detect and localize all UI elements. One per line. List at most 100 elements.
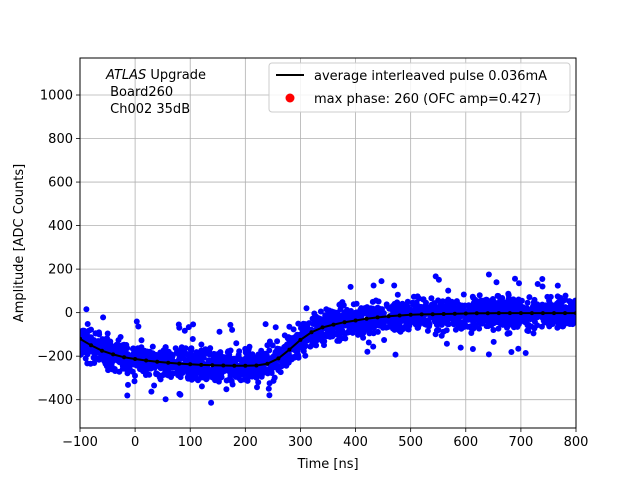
scatter-point <box>283 362 290 369</box>
annotation-block: ATLAS Upgrade Board260 Ch002 35dB <box>105 68 206 117</box>
scatter-point <box>163 366 169 373</box>
x-axis-label: Time [ns] <box>296 457 358 472</box>
average-pulse-point <box>419 312 424 317</box>
scatter-point <box>346 309 353 316</box>
average-pulse-point <box>298 337 303 342</box>
scatter-point <box>198 383 205 390</box>
scatter-point <box>190 366 197 373</box>
scatter-point <box>83 306 90 313</box>
scatter-point <box>109 366 116 373</box>
legend-dot-icon <box>285 93 295 103</box>
scatter-point <box>259 368 266 375</box>
average-pulse-point <box>518 311 523 316</box>
scatter-point <box>370 282 377 289</box>
scatter-point <box>485 271 492 278</box>
scatter-point <box>123 361 130 368</box>
scatter-point <box>492 306 499 313</box>
scatter-point <box>229 326 236 333</box>
scatter-point <box>339 299 346 306</box>
scatter-point <box>286 354 293 361</box>
average-pulse-point <box>243 363 248 368</box>
scatter-point <box>380 319 387 326</box>
scatter-point <box>252 369 259 376</box>
y-tick-label: 800 <box>48 132 73 147</box>
average-pulse-point <box>507 311 512 316</box>
scatter-point <box>233 340 240 347</box>
scatter-point <box>411 319 418 326</box>
average-pulse-point <box>287 347 292 352</box>
average-pulse-point <box>276 356 281 361</box>
x-tick-label: 200 <box>233 435 258 450</box>
scatter-point <box>473 306 480 313</box>
scatter-point <box>433 327 440 334</box>
scatter-point <box>317 320 324 327</box>
scatter-point <box>454 315 461 322</box>
scatter-point <box>555 304 562 311</box>
scatter-point <box>147 365 153 372</box>
scatter-point <box>223 386 230 393</box>
scatter-point <box>546 300 553 307</box>
scatter-point <box>428 295 435 302</box>
average-pulse <box>80 311 576 368</box>
scatter-point <box>95 338 102 345</box>
scatter-point <box>381 337 388 343</box>
scatter-point <box>452 326 459 333</box>
scatter-point <box>86 334 92 341</box>
scatter-point <box>178 348 185 355</box>
x-tick-label: −100 <box>62 435 98 450</box>
average-pulse-point <box>540 311 545 316</box>
scatter-point <box>176 354 183 360</box>
scatter-point <box>274 362 281 369</box>
scatter-point <box>542 314 549 321</box>
legend-entry-average: average interleaved pulse 0.036mA <box>314 69 547 84</box>
average-pulse-point <box>177 361 182 366</box>
scatter-point <box>245 354 252 361</box>
scatter-point <box>265 385 272 392</box>
scatter-point <box>187 347 194 353</box>
scatter-point <box>86 327 93 334</box>
plot-frame <box>79 57 577 429</box>
scatter-point <box>353 300 360 307</box>
scatter-point <box>393 307 400 314</box>
scatter-point <box>534 305 540 312</box>
scatter-point <box>206 350 213 357</box>
scatter-point <box>109 358 116 365</box>
scatter-point <box>443 327 450 334</box>
scatter-point <box>424 327 431 334</box>
scatter-point <box>508 349 515 355</box>
scatter-point <box>293 348 300 355</box>
scatter-point <box>458 325 465 332</box>
scatter-point <box>493 279 500 286</box>
scatter-point <box>131 351 138 358</box>
scatter-point <box>445 296 452 303</box>
scatter-point <box>469 346 476 352</box>
average-pulse-point <box>199 362 204 367</box>
scatter-point <box>500 300 507 307</box>
scatter-point <box>526 294 533 301</box>
scatter-point <box>209 368 216 374</box>
scatter-point <box>226 351 233 358</box>
scatter-point <box>82 343 89 350</box>
scatter-point <box>104 330 111 337</box>
scatter-point <box>136 352 143 359</box>
scatter-point <box>466 315 473 322</box>
average-pulse-point <box>320 325 325 330</box>
scatter-point <box>559 298 566 305</box>
average-pulse-point <box>529 311 534 316</box>
scatter-point <box>534 313 541 320</box>
scatter-point <box>513 313 520 320</box>
legend-box <box>268 62 571 113</box>
scatter-point <box>305 336 312 343</box>
scatter-point <box>483 296 490 303</box>
scatter-point <box>354 311 360 318</box>
average-pulse-point <box>232 363 237 368</box>
scatter-point <box>383 301 390 308</box>
scatter-point <box>295 320 302 327</box>
average-pulse-point <box>166 360 171 365</box>
scatter-point <box>505 301 511 308</box>
scatter-point <box>534 322 541 329</box>
y-tick-label: 1000 <box>40 89 73 104</box>
scatter-point <box>162 352 168 358</box>
scatter-point <box>457 344 464 351</box>
scatter-point <box>138 337 145 344</box>
